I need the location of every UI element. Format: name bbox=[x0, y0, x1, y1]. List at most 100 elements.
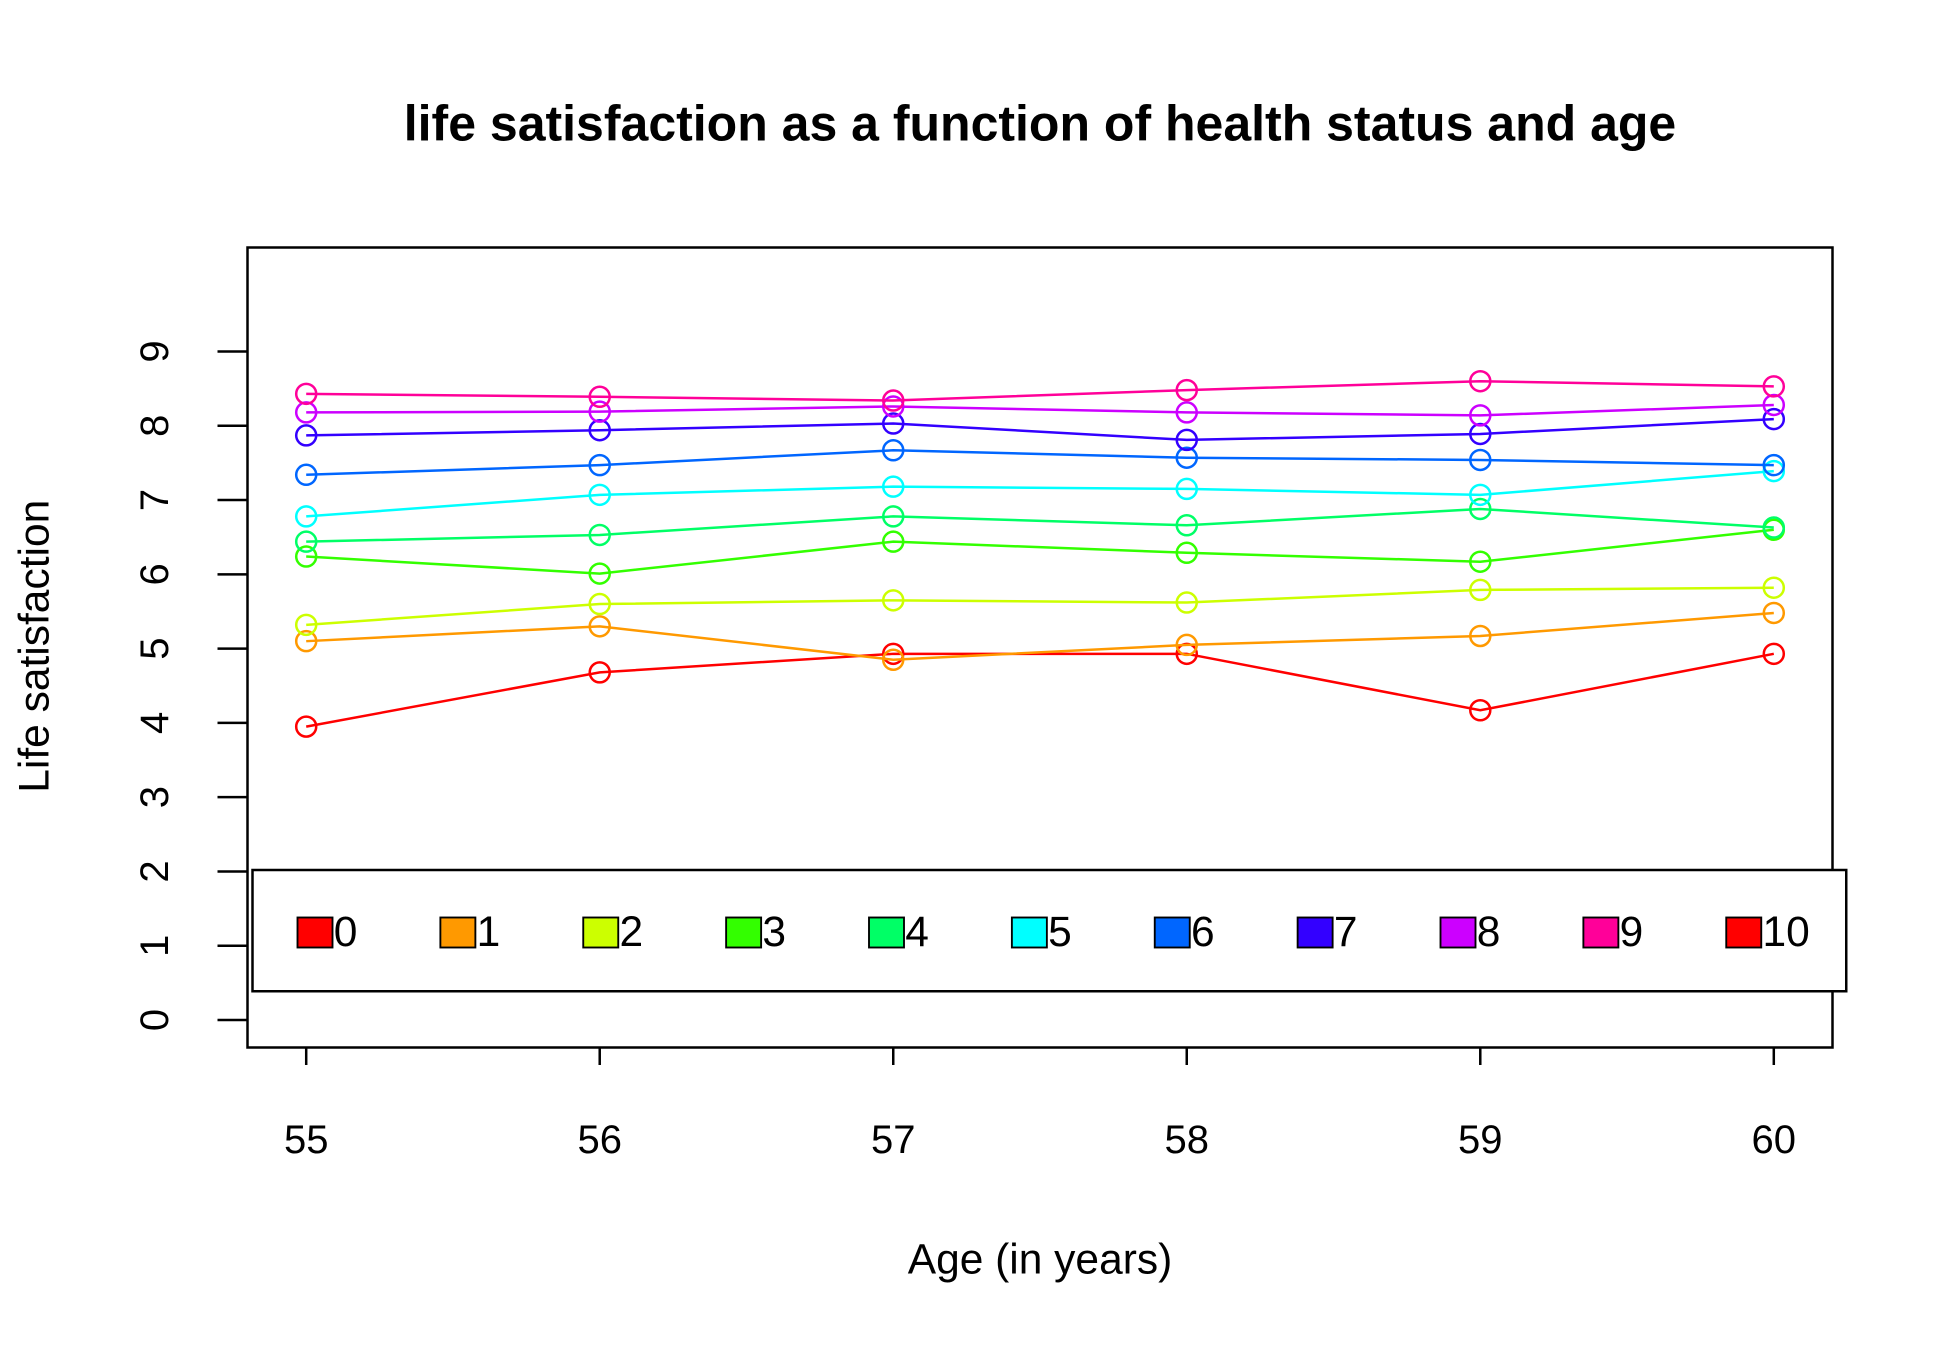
x-axis-label: Age (in years) bbox=[908, 1237, 1173, 1284]
data-point bbox=[588, 400, 611, 423]
data-point bbox=[1175, 591, 1199, 614]
data-point bbox=[1175, 401, 1199, 424]
series-line bbox=[306, 586, 1774, 627]
data-point bbox=[881, 589, 905, 612]
series-line bbox=[306, 449, 1774, 477]
data-point bbox=[294, 715, 318, 738]
series-line bbox=[306, 469, 1774, 518]
y-tick-label: 4 bbox=[133, 712, 177, 734]
legend-label: 8 bbox=[1477, 909, 1501, 956]
series-line bbox=[306, 528, 1774, 575]
data-point bbox=[1469, 624, 1492, 648]
data-point bbox=[881, 412, 905, 435]
legend-swatch bbox=[1153, 916, 1191, 949]
data-point bbox=[1762, 516, 1786, 539]
data-point bbox=[1469, 699, 1492, 722]
data-point bbox=[294, 463, 318, 487]
data-point bbox=[881, 530, 905, 553]
legend-label: 7 bbox=[1334, 909, 1358, 956]
data-point bbox=[294, 530, 318, 553]
legend-box bbox=[251, 868, 1848, 993]
data-point bbox=[1762, 453, 1786, 477]
y-tick-label: 1 bbox=[133, 935, 177, 957]
data-point bbox=[1469, 483, 1492, 507]
x-tick-label: 57 bbox=[871, 1118, 916, 1162]
legend-label: 10 bbox=[1763, 909, 1810, 956]
data-point bbox=[1469, 550, 1492, 573]
legend-swatch bbox=[1439, 916, 1477, 949]
legend-swatch bbox=[1010, 916, 1048, 949]
y-tick-label: 9 bbox=[133, 340, 177, 362]
x-tick-label: 56 bbox=[577, 1118, 622, 1162]
legend-label: 3 bbox=[762, 909, 786, 956]
legend-label: 6 bbox=[1191, 909, 1215, 956]
data-point bbox=[881, 505, 905, 528]
legend-swatch bbox=[725, 916, 763, 949]
series-line bbox=[305, 652, 1775, 728]
data-point bbox=[294, 401, 318, 424]
data-point bbox=[881, 395, 905, 418]
legend-swatch bbox=[1725, 916, 1763, 949]
data-point bbox=[294, 613, 318, 637]
data-point bbox=[294, 424, 318, 447]
series-line bbox=[306, 379, 1774, 402]
data-point bbox=[588, 523, 611, 547]
y-tick-label: 5 bbox=[133, 637, 177, 659]
legend-swatch bbox=[296, 916, 334, 949]
series-line bbox=[306, 611, 1774, 662]
data-point bbox=[1469, 422, 1492, 446]
legend-label: 0 bbox=[334, 909, 358, 956]
series-line bbox=[306, 403, 1774, 417]
legend-swatch bbox=[868, 916, 905, 949]
data-point bbox=[881, 389, 905, 412]
data-point bbox=[1762, 576, 1786, 599]
data-point bbox=[1175, 633, 1199, 657]
data-point bbox=[588, 592, 611, 616]
series-line bbox=[306, 417, 1774, 442]
legend-label: 1 bbox=[477, 909, 501, 956]
data-point bbox=[588, 615, 611, 638]
data-point bbox=[1469, 448, 1492, 472]
x-tick-label: 59 bbox=[1458, 1118, 1503, 1162]
data-point bbox=[1762, 642, 1786, 666]
data-point bbox=[1175, 514, 1199, 537]
data-point bbox=[588, 385, 611, 409]
data-point bbox=[881, 439, 905, 462]
data-point bbox=[588, 562, 611, 585]
data-point bbox=[881, 648, 905, 672]
x-tick-label: 60 bbox=[1752, 1118, 1796, 1162]
data-point bbox=[1762, 459, 1786, 483]
data-point bbox=[1175, 477, 1199, 501]
y-tick-label: 0 bbox=[133, 1009, 177, 1031]
legend-label: 2 bbox=[620, 909, 644, 956]
y-tick-label: 8 bbox=[133, 415, 177, 437]
data-point bbox=[1175, 428, 1199, 452]
x-tick-label: 58 bbox=[1165, 1118, 1210, 1162]
data-point bbox=[294, 505, 318, 528]
data-point bbox=[1762, 407, 1786, 431]
data-point bbox=[294, 382, 318, 406]
legend-swatch bbox=[439, 916, 477, 949]
data-point bbox=[1469, 369, 1492, 393]
data-point bbox=[1469, 404, 1492, 427]
y-tick-label: 3 bbox=[133, 786, 177, 808]
data-point bbox=[881, 475, 905, 498]
legend-label: 5 bbox=[1048, 909, 1072, 956]
y-axis-label: Life satisfaction bbox=[12, 500, 59, 793]
data-point bbox=[1762, 375, 1786, 398]
legend-swatch bbox=[1582, 916, 1620, 949]
data-point bbox=[588, 661, 611, 684]
data-point bbox=[881, 642, 905, 666]
data-point bbox=[588, 418, 611, 442]
data-point bbox=[1469, 497, 1492, 521]
series-line bbox=[306, 507, 1774, 543]
data-point bbox=[588, 483, 611, 507]
data-point bbox=[1469, 578, 1492, 602]
data-point bbox=[294, 629, 318, 653]
data-point bbox=[588, 453, 611, 477]
data-point bbox=[1175, 446, 1199, 469]
data-point bbox=[1175, 541, 1199, 565]
legend-swatch bbox=[1296, 916, 1334, 949]
data-point bbox=[1762, 393, 1786, 417]
